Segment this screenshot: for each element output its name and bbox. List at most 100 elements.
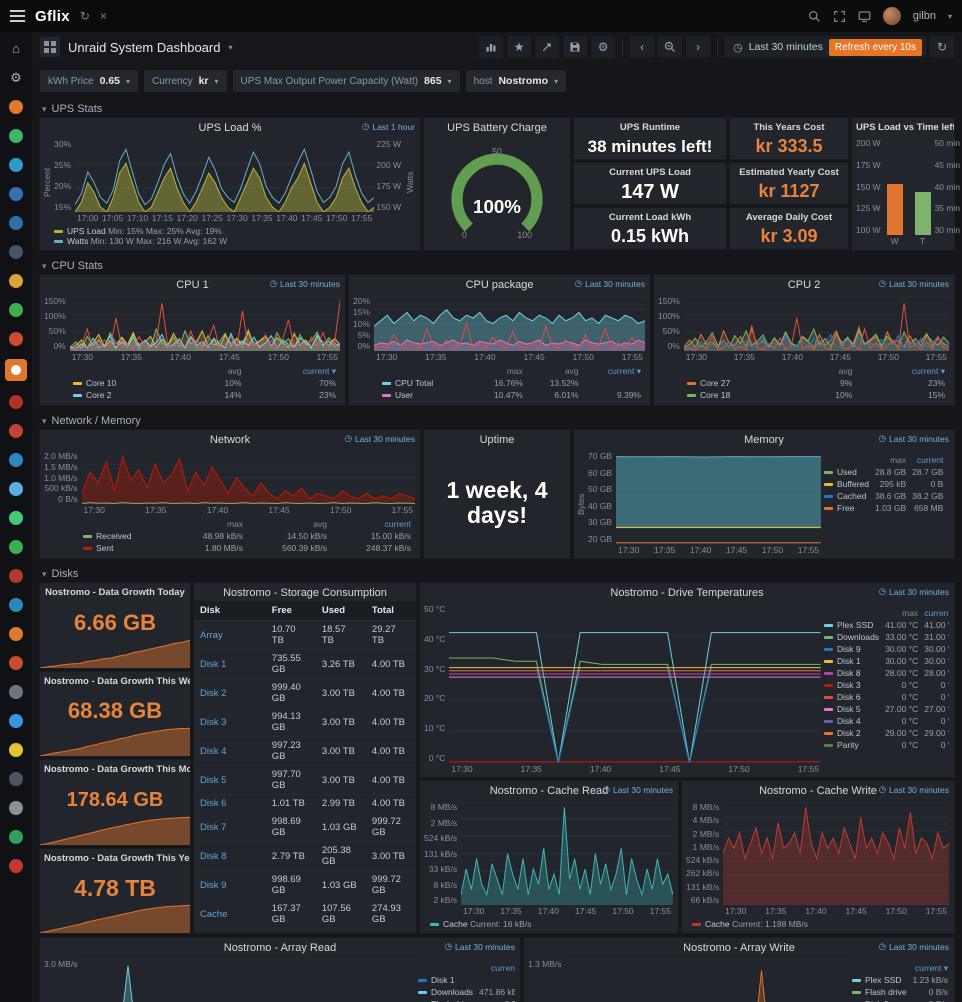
panel-title[interactable]: Uptime: [479, 434, 515, 446]
fullscreen-icon[interactable]: [833, 10, 846, 23]
cpu-package-chart[interactable]: [374, 296, 645, 351]
sidebar-app-22-icon[interactable]: [8, 741, 25, 758]
panel-timerange[interactable]: ◷ Last 30 minutes: [602, 784, 673, 795]
cpu2-chart[interactable]: [683, 296, 949, 351]
panel-timerange[interactable]: ◷ Last 30 minutes: [344, 433, 415, 444]
legend-row[interactable]: Core 10 10% 70%: [70, 377, 339, 389]
panel-title[interactable]: Nostromo - Drive Temperatures: [610, 587, 764, 599]
panel-title[interactable]: Nostromo - Cache Read: [489, 785, 609, 797]
row-header-disks[interactable]: ▾ Disks: [32, 563, 962, 583]
sidebar-app-12-icon[interactable]: [8, 451, 25, 468]
search-icon[interactable]: [808, 10, 821, 23]
sidebar-app-6-icon[interactable]: [8, 243, 25, 260]
sidebar-app-21-icon[interactable]: [8, 712, 25, 729]
panel-title[interactable]: Nostromo - Array Read: [223, 942, 337, 954]
column-header[interactable]: Total: [365, 601, 416, 621]
panel-timerange[interactable]: ◷ Last 30 minutes: [878, 586, 949, 597]
panel-title[interactable]: UPS Load %: [198, 122, 262, 134]
legend-row[interactable]: Disk 828.00 °C28.00 °C: [821, 667, 949, 679]
sidebar-app-4-icon[interactable]: [8, 185, 25, 202]
panel-title[interactable]: CPU 1: [176, 279, 209, 291]
table-link[interactable]: Disk 2: [194, 678, 266, 708]
panel-title[interactable]: Average Daily Cost: [745, 212, 833, 223]
column-header[interactable]: Free: [265, 601, 316, 621]
legend-row[interactable]: Disk 40 °C0 °C: [821, 715, 949, 727]
panel-title[interactable]: UPS Runtime: [619, 122, 681, 133]
sidebar-app-24-icon[interactable]: [8, 799, 25, 816]
display-icon[interactable]: [858, 10, 871, 23]
sidebar-app-16-icon[interactable]: [8, 567, 25, 584]
template-variable[interactable]: host Nostromo ▾: [465, 70, 567, 92]
legend-row[interactable]: User 10.47% 6.01% 9.39%: [379, 389, 644, 401]
panel-title[interactable]: Nostromo - Data Growth Today: [45, 587, 185, 598]
legend-item[interactable]: Cache Current: 16 kB/s: [430, 919, 531, 929]
sidebar-app-17-icon[interactable]: [8, 596, 25, 613]
panel-title[interactable]: Current Load kWh: [608, 212, 692, 223]
table-link[interactable]: Downloads: [194, 928, 266, 933]
legend-row[interactable]: Cached 38.6 GB 38.2 GB: [821, 490, 946, 502]
sidebar-home-icon[interactable]: ⌂: [12, 41, 20, 56]
panel-title[interactable]: Nostromo - Cache Write: [759, 785, 877, 797]
legend-row[interactable]: Disk 930.00 °C30.00 °C: [821, 643, 949, 655]
legend-row[interactable]: Core 2 14% 23%: [70, 389, 339, 401]
panel-title[interactable]: This Years Cost: [753, 122, 825, 133]
template-variable[interactable]: kWh Price 0.65 ▾: [40, 70, 139, 92]
star-icon[interactable]: ★: [507, 36, 532, 58]
refresh-icon[interactable]: ↻: [930, 36, 954, 58]
sidebar-app-3-icon[interactable]: [8, 156, 25, 173]
drive-temps-chart[interactable]: [449, 604, 821, 763]
dashboard-picker-icon[interactable]: [40, 37, 60, 57]
legend-row[interactable]: CPU Total 16.76% 13.52%: [379, 377, 644, 389]
sidebar-app-20-icon[interactable]: [8, 683, 25, 700]
table-link[interactable]: Disk 9: [194, 870, 266, 900]
panel-title[interactable]: UPS Battery Charge: [447, 122, 547, 134]
battery-gauge[interactable]: 0 50 100 100%: [424, 136, 570, 250]
array-read-chart[interactable]: [82, 959, 415, 1002]
panel-title[interactable]: Nostromo - Storage Consumption: [223, 587, 387, 599]
panel-timerange[interactable]: ◷ Last 30 minutes: [878, 433, 949, 444]
row-header-cpu[interactable]: ▾ CPU Stats: [32, 255, 962, 275]
close-icon[interactable]: ×: [99, 9, 107, 23]
row-header-ups[interactable]: ▾ UPS Stats: [32, 98, 962, 118]
panel-timerange[interactable]: ◷ Last 30 minutes: [878, 278, 949, 289]
legend-row[interactable]: Disk 130.00 °C30.00 °C: [821, 655, 949, 667]
legend-row[interactable]: Sent 1.80 MB/s 560.39 kB/s 248.37 kB/s: [80, 542, 414, 554]
time-range-picker[interactable]: ◷ Last 30 minutes Refresh every 10s: [725, 36, 926, 58]
share-icon[interactable]: [535, 36, 560, 58]
network-chart[interactable]: [81, 451, 415, 504]
legend-row[interactable]: Disk 527.00 °C27.00 °C: [821, 703, 949, 715]
zoom-out-icon[interactable]: [658, 36, 683, 58]
table-link[interactable]: Disk 4: [194, 736, 266, 766]
sidebar-app-11-icon[interactable]: [8, 422, 25, 439]
sidebar-app-active-icon[interactable]: [5, 359, 27, 381]
panel-timerange[interactable]: ◷ Last 30 minutes: [444, 941, 515, 952]
panel-title[interactable]: CPU package: [465, 279, 534, 291]
column-header[interactable]: Used: [315, 601, 366, 621]
column-header[interactable]: Disk: [194, 601, 266, 621]
legend-row[interactable]: Core 18 10% 15%: [684, 389, 948, 401]
ups-load-chart[interactable]: [75, 139, 375, 212]
add-panel-icon[interactable]: [479, 36, 504, 58]
sidebar-app-8-icon[interactable]: [8, 301, 25, 318]
legend-row[interactable]: Buffered 295 kB 0 B: [821, 478, 946, 490]
table-link[interactable]: Disk 7: [194, 812, 266, 842]
sidebar-app-25-icon[interactable]: [8, 828, 25, 845]
refresh-snapshot-icon[interactable]: ↻: [79, 9, 90, 23]
sidebar-app-10-icon[interactable]: [8, 393, 25, 410]
sidebar-app-13-icon[interactable]: [8, 480, 25, 497]
legend-row[interactable]: Free 1.03 GB 658 MB: [821, 502, 946, 514]
panel-title[interactable]: Current UPS Load: [609, 167, 691, 178]
username[interactable]: gilbn: [912, 10, 936, 22]
cache-write-chart[interactable]: [723, 802, 949, 905]
panel-title[interactable]: Network: [209, 434, 251, 446]
template-variable[interactable]: UPS Max Output Power Capacity (Watt) 865 ▾: [232, 70, 460, 92]
table-link[interactable]: Disk 5: [194, 765, 266, 795]
sidebar-app-14-icon[interactable]: [8, 509, 25, 526]
legend-row[interactable]: Disk 30 °C0 °C: [821, 679, 949, 691]
